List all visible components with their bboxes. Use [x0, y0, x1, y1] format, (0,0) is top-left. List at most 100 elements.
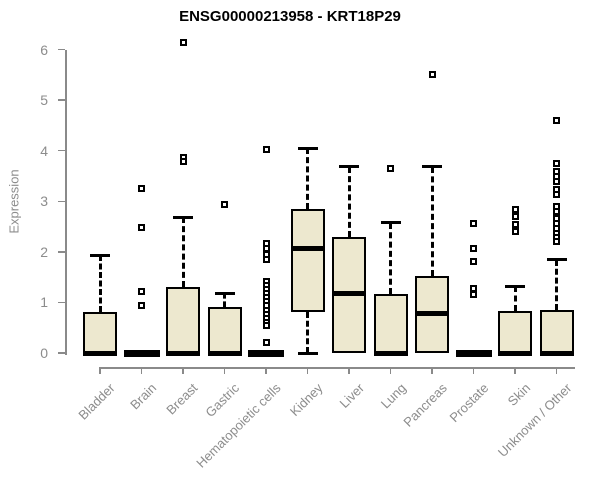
median-bladder	[83, 350, 117, 356]
outlier-point-skin	[511, 228, 519, 236]
whisker-cap-high-gastric	[214, 291, 235, 295]
whisker-high-pancreas	[430, 166, 434, 277]
y-tick-label-5: 5	[40, 92, 48, 109]
x-tick-mark	[306, 367, 309, 374]
outlier-point-brain	[138, 302, 145, 310]
outlier-point-prostate	[470, 290, 477, 298]
x-tick-mark	[182, 367, 184, 374]
outlier-point-skin	[511, 212, 519, 220]
whisker-high-skin	[513, 286, 517, 311]
box-bladder	[83, 311, 117, 353]
whisker-cap-high-skin	[505, 284, 525, 288]
y-tick-mark	[58, 149, 65, 152]
median-skin	[498, 350, 532, 356]
whisker-high-kidney	[306, 148, 309, 210]
outlier-point-brain	[138, 224, 145, 232]
outlier-point-unknown-other	[553, 178, 560, 186]
box-skin	[498, 310, 532, 353]
whisker-high-bladder	[98, 255, 102, 312]
x-tick-label-liver: Liver	[336, 380, 367, 411]
box-hematopoietic-cells	[248, 349, 284, 357]
chart-title: ENSG00000213958 - KRT18P29	[179, 8, 401, 25]
whisker-high-unknown-other	[555, 259, 558, 310]
x-tick-mark	[555, 367, 558, 374]
outlier-point-hematopoietic-cells	[262, 321, 270, 329]
outlier-point-prostate	[470, 284, 477, 292]
outlier-point-unknown-other	[553, 160, 560, 168]
outlier-point-skin	[511, 220, 519, 228]
x-tick-label-prostate: Prostate	[446, 380, 492, 426]
x-tick-mark	[389, 367, 392, 374]
x-tick-label-bladder: Bladder	[75, 380, 118, 423]
outlier-point-prostate	[470, 220, 477, 227]
box-gastric	[207, 307, 242, 353]
x-tick-mark	[99, 367, 101, 374]
whisker-high-liver	[347, 166, 351, 237]
outlier-point-skin	[511, 206, 519, 214]
y-tick-label-6: 6	[40, 41, 48, 58]
x-tick-mark	[431, 367, 433, 374]
outlier-point-breast	[179, 38, 187, 46]
outlier-point-brain	[138, 288, 145, 296]
whisker-cap-high-liver	[339, 165, 359, 169]
outlier-point-unknown-other	[553, 238, 560, 246]
box-kidney	[290, 209, 325, 312]
outlier-point-unknown-other	[553, 208, 560, 216]
outlier-point-prostate	[470, 244, 477, 252]
outlier-point-hematopoietic-cells	[262, 338, 270, 346]
x-tick-label-pancreas: Pancreas	[400, 380, 450, 430]
whisker-cap-high-pancreas	[422, 165, 442, 169]
median-breast	[166, 350, 200, 356]
x-tick-mark	[140, 367, 143, 374]
median-pancreas	[415, 311, 449, 317]
box-unknown-other	[539, 310, 574, 353]
outlier-point-pancreas	[428, 70, 436, 78]
outlier-point-hematopoietic-cells	[262, 145, 270, 153]
x-tick-mark	[348, 367, 350, 374]
median-lung	[373, 350, 408, 356]
outlier-point-brain	[138, 184, 145, 192]
x-tick-label-unknown-other: Unknown / Other	[494, 380, 575, 460]
outlier-point-prostate	[470, 258, 477, 266]
median-gastric	[207, 350, 242, 356]
y-tick-label-4: 4	[40, 142, 48, 159]
outlier-point-lung	[387, 164, 394, 172]
whisker-high-lung	[389, 222, 392, 294]
whisker-cap-high-breast	[173, 215, 193, 219]
x-tick-mark	[514, 367, 516, 374]
whisker-cap-low-kidney	[297, 351, 318, 355]
whisker-high-gastric	[223, 293, 226, 308]
y-tick-label-0: 0	[40, 345, 48, 361]
y-tick-mark	[58, 200, 65, 202]
x-tick-label-breast: Breast	[163, 380, 201, 418]
box-lung	[373, 293, 408, 353]
y-tick-label-2: 2	[40, 243, 48, 260]
median-liver	[332, 290, 366, 296]
x-tick-label-brain: Brain	[127, 380, 160, 413]
whisker-cap-high-unknown-other	[546, 258, 567, 262]
median-unknown-other	[539, 350, 574, 356]
y-tick-mark	[58, 251, 65, 253]
median-kidney	[290, 245, 325, 251]
y-tick-mark	[58, 48, 65, 51]
y-axis-line	[65, 49, 67, 355]
outlier-point-hematopoietic-cells	[262, 244, 270, 252]
x-tick-label-lung: Lung	[377, 380, 409, 412]
x-tick-label-skin: Skin	[504, 380, 533, 409]
y-tick-mark	[58, 301, 65, 304]
outlier-point-hematopoietic-cells	[262, 256, 270, 264]
y-tick-label-3: 3	[40, 193, 48, 210]
whisker-low-kidney	[306, 311, 309, 353]
x-tick-label-kidney: Kidney	[286, 380, 326, 420]
whisker-cap-high-bladder	[90, 253, 110, 257]
outlier-point-breast	[179, 158, 187, 166]
x-tick-mark	[472, 367, 475, 374]
x-tick-mark	[265, 367, 267, 374]
outlier-point-unknown-other	[553, 190, 560, 198]
outlier-point-gastric	[221, 201, 228, 209]
x-tick-label-gastric: Gastric	[202, 380, 243, 421]
y-tick-mark	[58, 352, 65, 354]
y-tick-label-1: 1	[40, 294, 48, 311]
box-prostate	[455, 349, 492, 357]
